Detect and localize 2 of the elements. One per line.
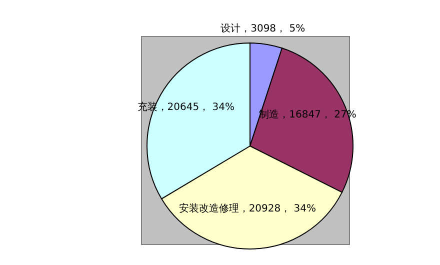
slice-label: 设计，3098， 5% [220,22,306,35]
slice-label: 安装改造修理，20928， 34% [178,202,316,214]
